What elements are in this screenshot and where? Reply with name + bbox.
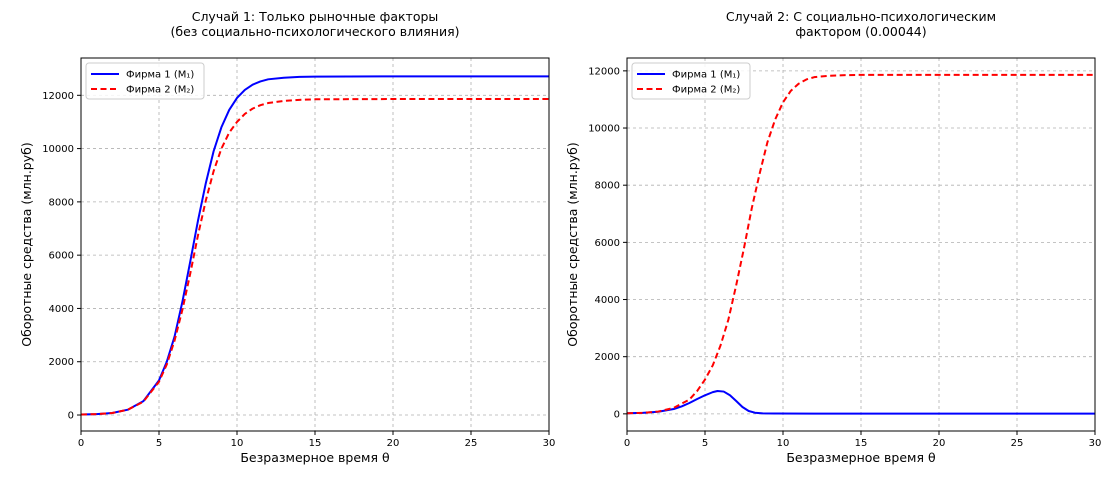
series-line-2	[81, 98, 549, 416]
y-tick-label: 0	[614, 409, 620, 420]
x-tick-label: 20	[387, 438, 400, 449]
legend-label-2: Фирма 2 (M₂)	[126, 85, 194, 96]
x-axis-label: Безразмерное время θ	[786, 450, 935, 465]
x-tick-label: 30	[1089, 438, 1102, 449]
y-tick-label: 10000	[588, 124, 620, 135]
y-axis-label: Оборотные средства (млн.руб)	[565, 142, 580, 346]
y-tick-label: 0	[68, 411, 74, 422]
x-tick-label: 5	[702, 438, 708, 449]
y-tick-label: 2000	[49, 357, 74, 368]
chart-subtitle: фактором (0.00044)	[795, 24, 926, 39]
x-tick-label: 10	[777, 438, 790, 449]
legend: Фирма 1 (M₁) Фирма 2 (M₂)	[631, 62, 751, 100]
y-tick-label: 4000	[49, 304, 74, 315]
y-tick-label: 2000	[595, 352, 620, 363]
x-tick-label: 25	[1011, 438, 1024, 449]
chart-title: Случай 2: С социально-психологическим	[726, 9, 996, 24]
series-line-1	[627, 389, 1095, 415]
chart-2: Случай 2: С социально-психологическимфак…	[565, 9, 1101, 465]
chart-subtitle: (без социально-психологического влияния)	[171, 24, 460, 39]
x-tick-label: 25	[465, 438, 478, 449]
x-tick-label: 5	[156, 438, 162, 449]
x-tick-label: 15	[855, 438, 868, 449]
y-tick-label: 12000	[588, 66, 620, 77]
y-axis-label: Оборотные средства (млн.руб)	[19, 142, 34, 346]
x-tick-label: 10	[231, 438, 244, 449]
x-tick-label: 30	[543, 438, 556, 449]
series-line-2	[627, 73, 1095, 415]
legend: Фирма 1 (M₁) Фирма 2 (M₂)	[85, 62, 205, 100]
x-tick-label: 15	[309, 438, 322, 449]
x-tick-label: 0	[78, 438, 84, 449]
legend-label-2: Фирма 2 (M₂)	[672, 85, 740, 96]
legend-label-1: Фирма 1 (M₁)	[672, 70, 740, 81]
y-tick-label: 8000	[49, 197, 74, 208]
x-tick-label: 0	[624, 438, 630, 449]
y-tick-label: 6000	[595, 238, 620, 249]
y-tick-label: 6000	[49, 251, 74, 262]
y-tick-label: 4000	[595, 295, 620, 306]
chart-1: Случай 1: Только рыночные факторы(без со…	[19, 9, 555, 465]
x-tick-label: 20	[933, 438, 946, 449]
legend-label-1: Фирма 1 (M₁)	[126, 70, 194, 81]
y-tick-label: 10000	[42, 144, 74, 155]
y-tick-label: 8000	[595, 181, 620, 192]
chart-title: Случай 1: Только рыночные факторы	[192, 9, 439, 24]
x-axis-label: Безразмерное время θ	[240, 450, 389, 465]
y-tick-label: 12000	[42, 91, 74, 102]
